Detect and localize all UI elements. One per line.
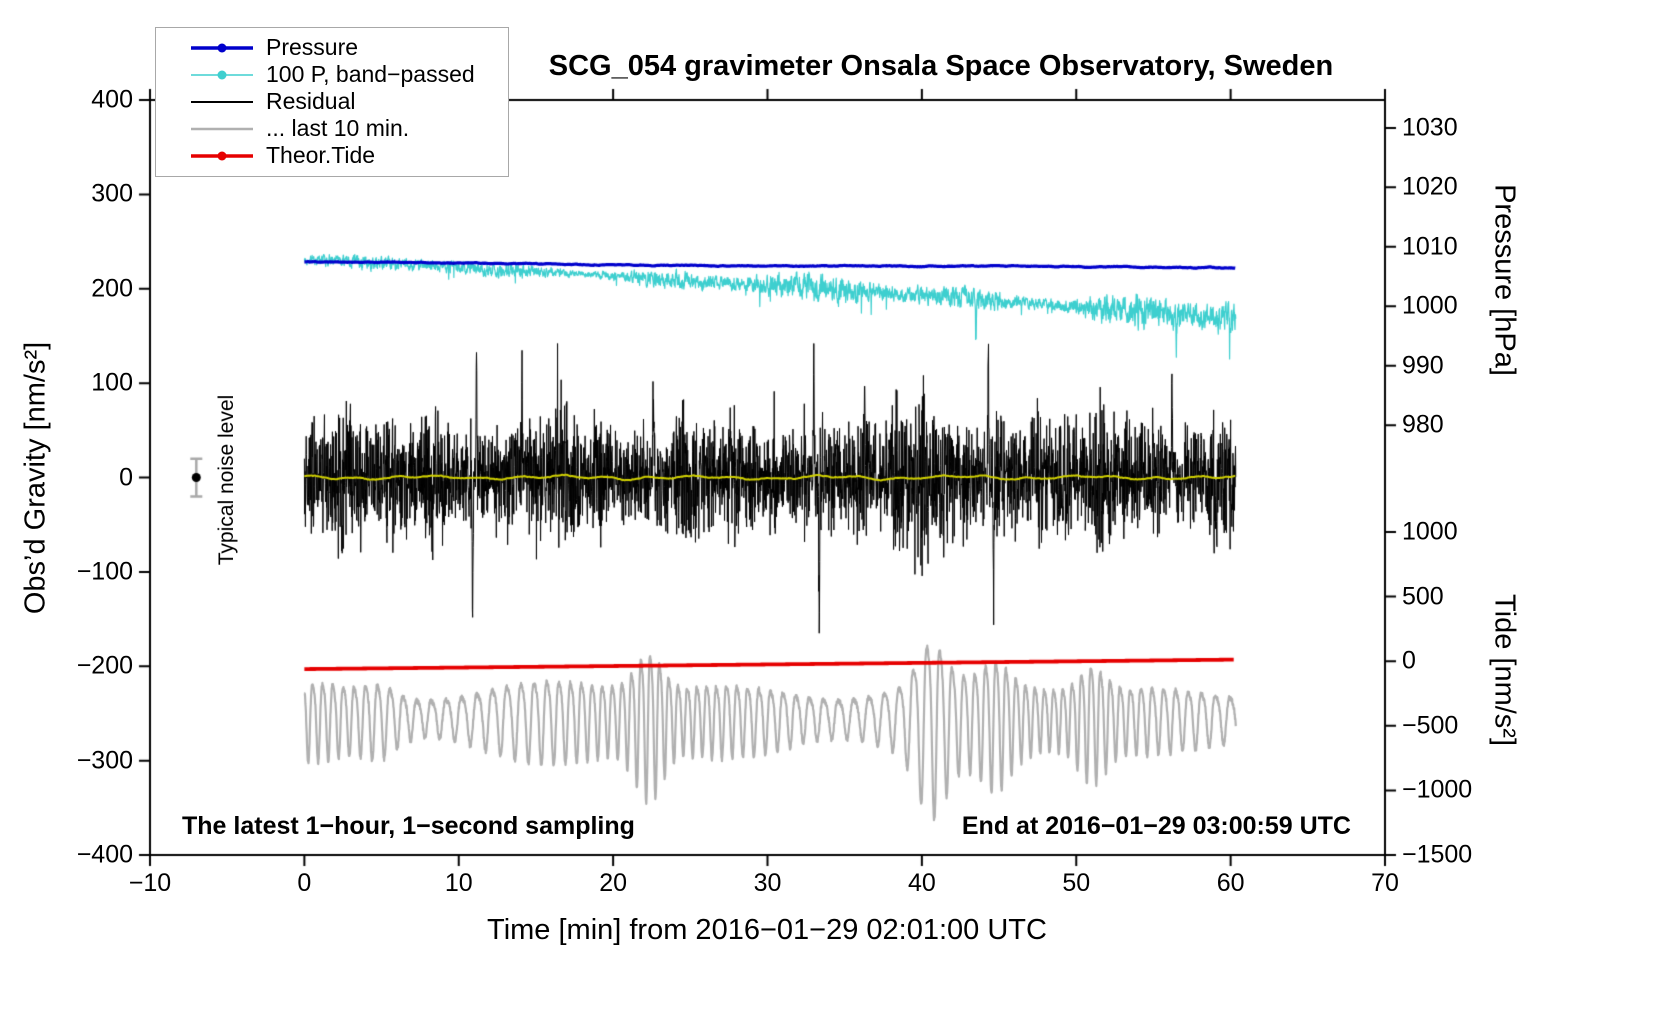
noise-level-label: Typical noise level <box>215 394 238 566</box>
pressure-tick-label: 1010 <box>1402 232 1458 261</box>
tide-tick-label: 0 <box>1402 646 1416 675</box>
gravity-tick-label: −400 <box>76 840 133 869</box>
gravity-tick-label: −100 <box>76 557 133 586</box>
gravity-tick-label: 300 <box>91 179 133 208</box>
tide-tick-label: −500 <box>1402 711 1459 740</box>
legend-item-3: ... last 10 min. <box>190 115 508 142</box>
legend: Pressure 100 P, band−passed Residual... la… <box>155 27 509 177</box>
pressure-tick-label: 990 <box>1402 351 1444 380</box>
legend-marker-icon <box>191 127 253 130</box>
time-tick-label: 40 <box>907 869 936 897</box>
tide-axis-label: Tide [nm/s²] <box>1488 593 1521 747</box>
gravity-tick-label: 100 <box>91 368 133 397</box>
gravity-tick-label: 400 <box>91 85 133 114</box>
pressure-tick-label: 1020 <box>1402 172 1458 201</box>
legend-item-4: Theor.Tide <box>190 142 508 169</box>
legend-label: Theor.Tide <box>266 142 376 168</box>
end-time-note: End at 2016−01−29 03:00:59 UTC <box>961 812 1351 840</box>
pressure-tick-label: 1030 <box>1402 113 1458 142</box>
gravity-tick-label: 0 <box>119 463 133 491</box>
time-tick-label: 10 <box>444 869 473 897</box>
legend-label: Pressure <box>266 34 359 60</box>
pressure-tick-label: 1000 <box>1402 291 1458 320</box>
time-tick-label: 20 <box>599 869 628 897</box>
gravity-tick-label: −300 <box>76 746 133 775</box>
tide-tick-label: 500 <box>1402 582 1444 611</box>
legend-marker-icon <box>191 100 253 103</box>
tide-tick-label: 1000 <box>1402 517 1458 546</box>
x-axis-label: Time [min] from 2016−01−29 02:01:00 UTC <box>487 914 1047 946</box>
legend-item-1: 100 P, band−passed <box>190 61 508 88</box>
legend-marker-icon <box>191 43 253 52</box>
gravity-axis-label: Obs’d Gravity [nm/s²] <box>19 341 52 615</box>
pressure-axis-label: Pressure [hPa] <box>1488 184 1521 376</box>
legend-item-2: Residual <box>190 88 508 115</box>
legend-label: Residual <box>266 88 356 114</box>
time-tick-label: 0 <box>297 869 312 897</box>
time-tick-label: 60 <box>1216 869 1245 897</box>
tide-tick-label: −1000 <box>1402 775 1473 804</box>
tide-tick-label: −1500 <box>1402 840 1473 869</box>
time-tick-label: −10 <box>128 869 172 897</box>
time-tick-label: 30 <box>753 869 782 897</box>
gravity-tick-label: −200 <box>76 651 133 680</box>
sampling-note: The latest 1−hour, 1−second sampling <box>182 812 635 840</box>
time-tick-label: 70 <box>1371 869 1399 897</box>
legend-marker-icon <box>191 151 253 160</box>
legend-item-0: Pressure <box>190 34 508 61</box>
legend-label: ... last 10 min. <box>266 115 410 141</box>
legend-marker-icon <box>191 70 253 79</box>
time-tick-label: 50 <box>1062 869 1091 897</box>
legend-label: 100 P, band−passed <box>266 61 475 87</box>
gravity-tick-label: 200 <box>91 274 133 303</box>
chart-title: SCG_054 gravimeter Onsala Space Observat… <box>548 50 1334 82</box>
pressure-tick-label: 980 <box>1402 410 1444 439</box>
